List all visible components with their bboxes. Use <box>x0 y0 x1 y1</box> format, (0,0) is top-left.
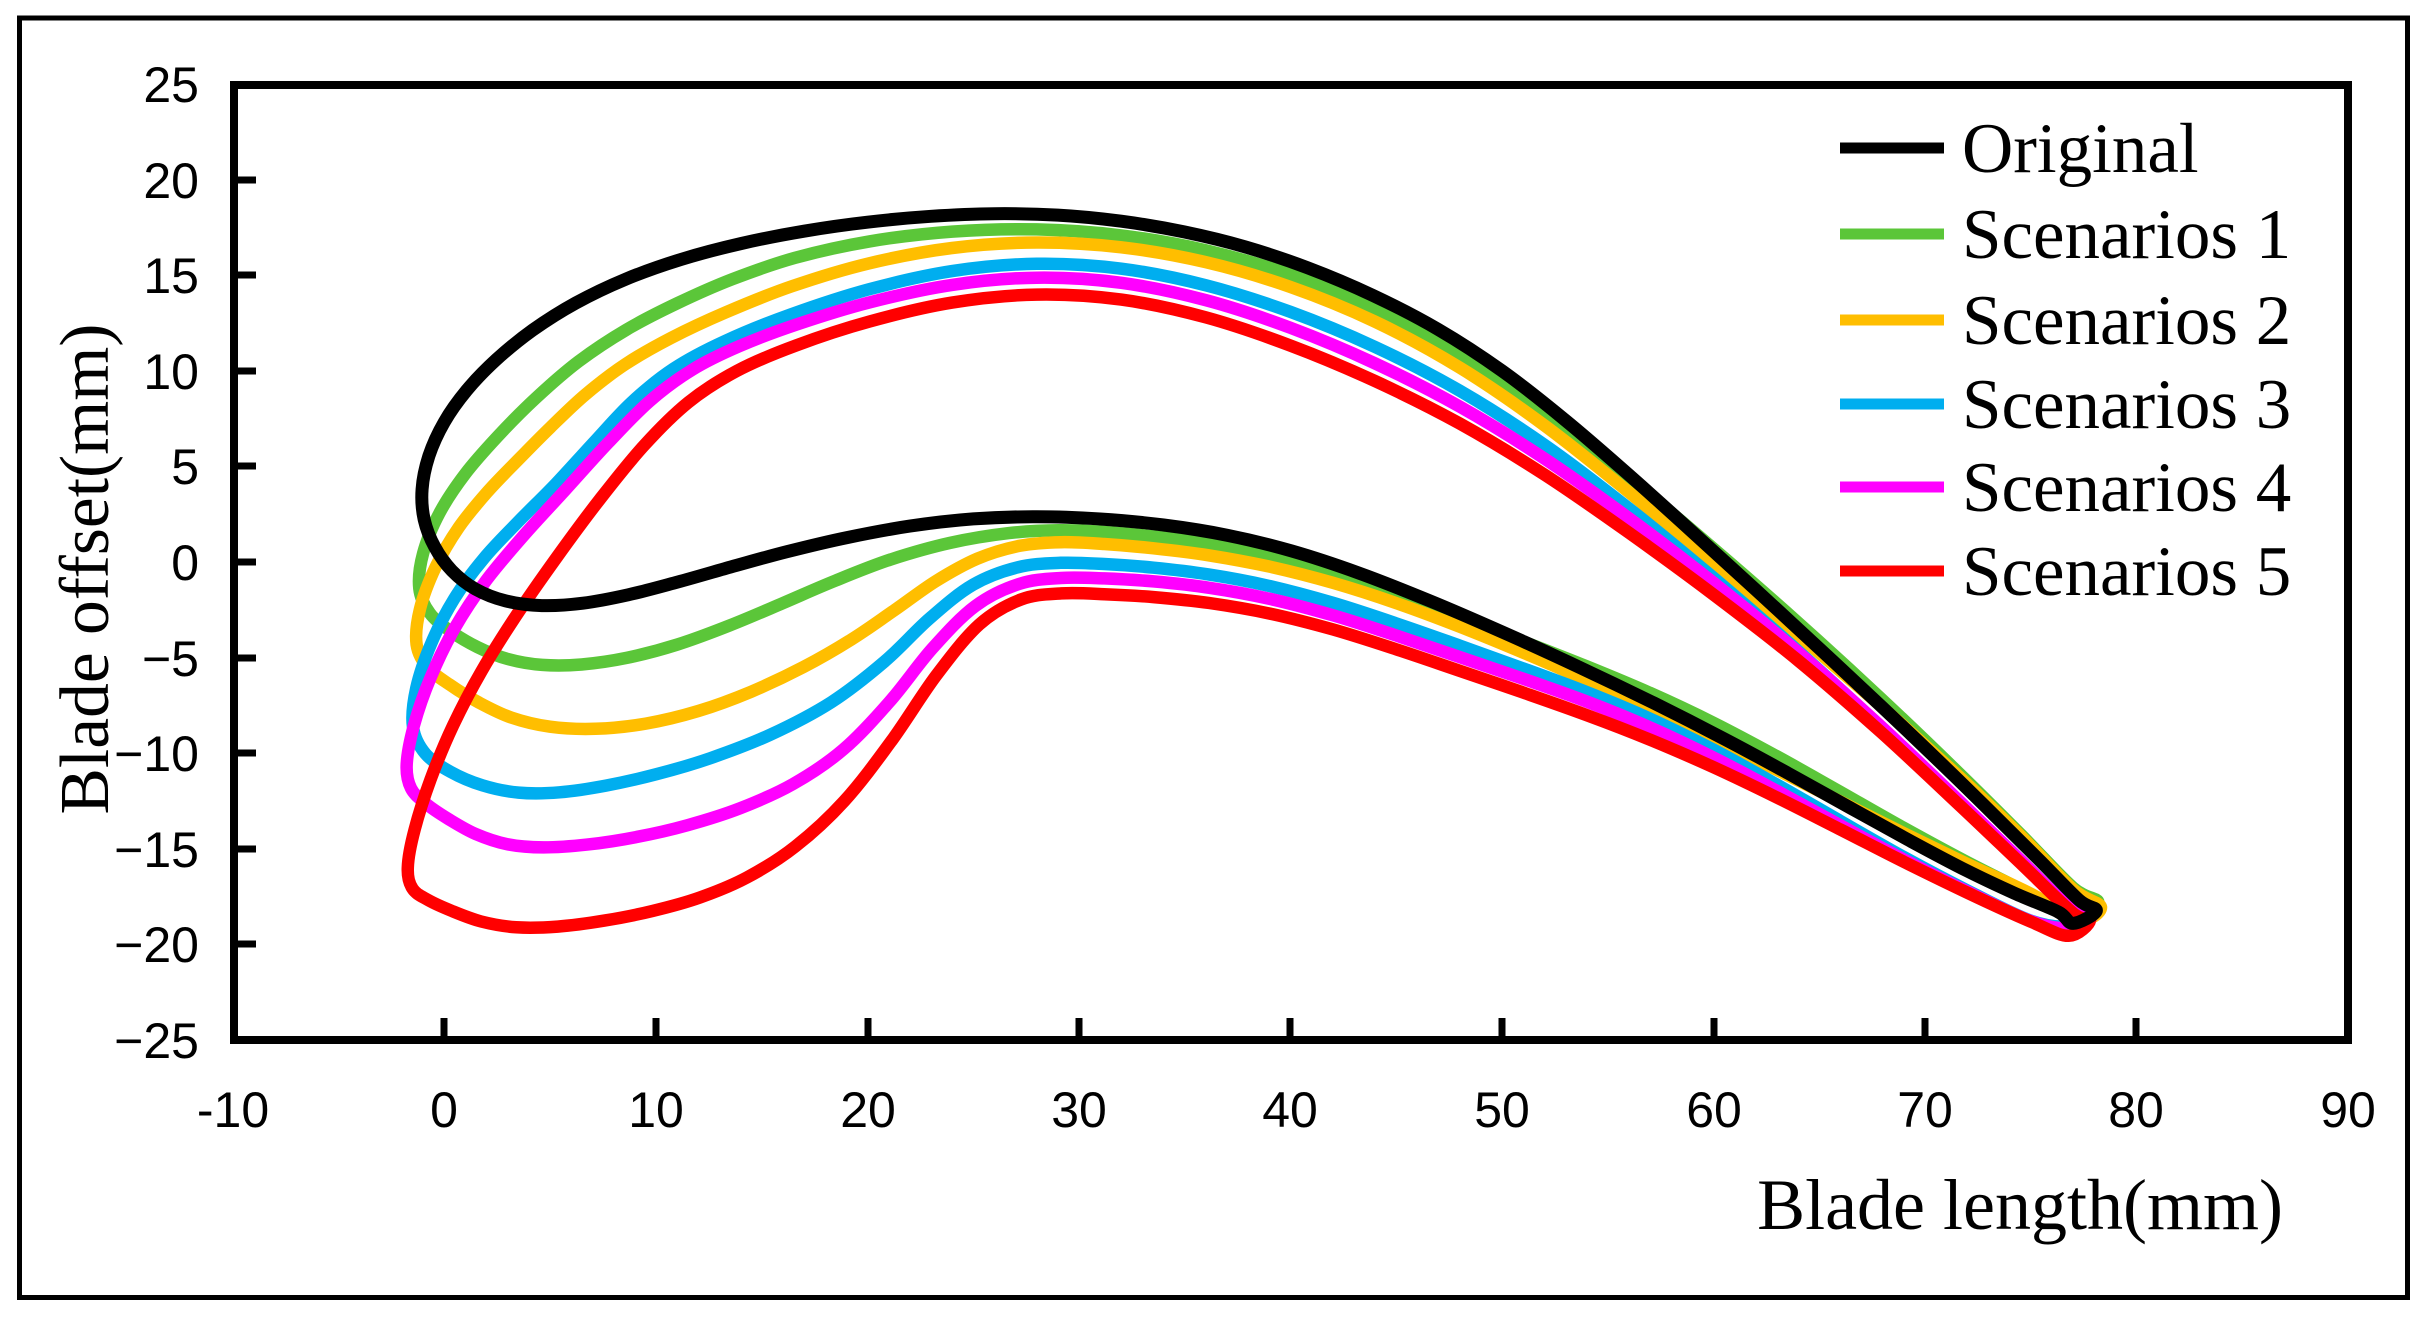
svg-text:Scenarios 2: Scenarios 2 <box>1962 282 2291 360</box>
svg-text:-10: -10 <box>197 1082 269 1138</box>
svg-text:0: 0 <box>171 535 199 591</box>
svg-text:−25: −25 <box>114 1013 199 1069</box>
svg-text:80: 80 <box>2108 1082 2164 1138</box>
svg-text:30: 30 <box>1051 1082 1107 1138</box>
svg-text:90: 90 <box>2320 1082 2376 1138</box>
svg-text:40: 40 <box>1262 1082 1318 1138</box>
svg-text:60: 60 <box>1686 1082 1742 1138</box>
svg-text:70: 70 <box>1897 1082 1953 1138</box>
svg-text:0: 0 <box>430 1082 458 1138</box>
svg-text:5: 5 <box>171 439 199 495</box>
svg-text:Blade offset(mm): Blade offset(mm) <box>47 324 124 815</box>
svg-text:50: 50 <box>1474 1082 1530 1138</box>
svg-text:Original: Original <box>1962 110 2199 188</box>
svg-text:10: 10 <box>628 1082 684 1138</box>
svg-text:Scenarios 5: Scenarios 5 <box>1962 533 2291 611</box>
svg-text:10: 10 <box>143 344 199 400</box>
svg-text:Blade length(mm): Blade length(mm) <box>1757 1165 2283 1245</box>
svg-text:Scenarios 1: Scenarios 1 <box>1962 196 2291 274</box>
svg-text:Scenarios 4: Scenarios 4 <box>1962 449 2291 527</box>
svg-text:−15: −15 <box>114 822 199 878</box>
svg-text:15: 15 <box>143 248 199 304</box>
svg-text:−5: −5 <box>142 631 199 687</box>
svg-text:−20: −20 <box>114 917 199 973</box>
svg-text:−10: −10 <box>114 726 199 782</box>
svg-text:Scenarios 3: Scenarios 3 <box>1962 366 2291 444</box>
svg-text:20: 20 <box>840 1082 896 1138</box>
svg-text:25: 25 <box>143 57 199 113</box>
svg-text:20: 20 <box>143 153 199 209</box>
